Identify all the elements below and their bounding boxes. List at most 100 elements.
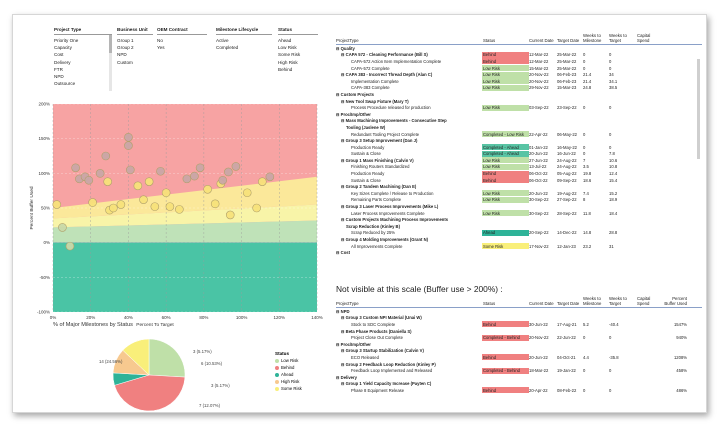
col-capital-spend[interactable]: Capital Spend [637, 33, 651, 43]
slicer-item[interactable]: Completed [216, 44, 239, 50]
legend-item[interactable]: Behind [275, 364, 302, 371]
col-percent-buffer[interactable]: Percent Buffer Used [664, 296, 687, 306]
slicer-item[interactable]: Low Risk [278, 44, 297, 50]
slicer-item[interactable]: Capacity [54, 44, 72, 50]
cell-weeks-milestone: 3.5 [583, 164, 589, 170]
col-projecttype[interactable]: ProjectType [336, 38, 359, 43]
table-row[interactable]: ⊟ Group 2 Feedback Loop Reduction (Kinle… [336, 361, 702, 368]
slicer-item[interactable]: Outsource [54, 81, 76, 87]
col-weeks-milestone[interactable]: Weeks to Milestone [583, 296, 602, 306]
table-row[interactable]: Sustain & Close Behind 06-Oct-22 09-Sep-22 1… [336, 177, 702, 184]
slicer-item[interactable]: Ahead [278, 37, 292, 43]
table-row[interactable]: Feedback Loop Implemented and Released Co… [336, 367, 702, 374]
table-row[interactable]: ⊟ Custom Projects [336, 91, 702, 98]
col-capital-spend[interactable]: Capital Spend [637, 296, 651, 306]
table-row[interactable]: Production Ready Behind 06-Oct-22 05-Aug-22… [336, 170, 702, 177]
table-row[interactable]: Laser Process Improvements Complete Low R… [336, 210, 702, 217]
table-row[interactable]: Sustain & Close Completed - Ahead 20-Jun-2… [336, 150, 702, 158]
col-target-date[interactable]: Target Date [557, 301, 580, 306]
table-row[interactable]: ⊟ Quality [336, 45, 702, 52]
scatter-point [84, 175, 94, 185]
x-tick-label: 0% [50, 315, 57, 320]
col-target-date[interactable]: Target Date [557, 38, 580, 43]
slicer-item[interactable]: NPD [117, 52, 127, 58]
table-row[interactable]: Project Close Out Complete Completed - Be… [336, 334, 702, 341]
col-status[interactable]: Status [483, 300, 496, 306]
slicer-item[interactable]: Cost [54, 52, 64, 58]
col-weeks-target[interactable]: Weeks to Target [609, 33, 627, 43]
table-row[interactable]: CAPA-572 Complete Low Risk 15-Mar-22 25-Mar… [336, 65, 702, 72]
slicer-item[interactable]: Custom [117, 59, 133, 65]
cell-weeks-target: 18.4 [609, 210, 618, 216]
slicer-item[interactable]: Yes [157, 44, 165, 50]
cell-projecttype: ⊟ Proc/Imp/Other [336, 341, 371, 347]
col-current-date[interactable]: Current Date [529, 301, 554, 306]
table-row[interactable]: Implementation Complete Low Risk 20-Nov-22… [336, 78, 702, 85]
table-row[interactable]: ⊟ New Tool Swap Fixture (Mary T) [336, 98, 702, 105]
table-row[interactable]: Redundant Tooling Project Complete Comple… [336, 131, 702, 138]
slicer-item[interactable]: Some Risk [278, 52, 301, 58]
table-row[interactable]: Process Procedure released for productio… [336, 104, 702, 111]
table-row[interactable]: Scrap Reduction (Kinley B) [336, 223, 702, 230]
table-row[interactable]: ⊟ Group 2 Tandem Machining (Dan E) [336, 183, 702, 190]
table-row[interactable]: ⊟ Beta Phase Products (Daniella S) [336, 328, 702, 335]
cell-weeks-target: 18.9 [609, 197, 618, 203]
table-row[interactable]: Remaining Parts Complete Low Risk 30-Sep-2… [336, 196, 702, 204]
slicer-item[interactable]: Delivery [54, 59, 71, 65]
table-row[interactable]: ⊟ Group 1 Yield Capacity Increase (Payte… [336, 381, 702, 388]
legend-item[interactable]: Some Risk [275, 385, 302, 392]
col-weeks-milestone[interactable]: Weeks to Milestone [583, 33, 602, 43]
col-projecttype[interactable]: ProjectType [336, 301, 359, 306]
table-row[interactable]: Production Ready Completed - Ahead 01-Jan-… [336, 144, 702, 151]
table-row[interactable]: Stock to SDC Complete Behind 30-Jun-22 17-A… [336, 321, 702, 328]
table-row[interactable]: ⊟ CAPA 383 - Incorrect Thread Depth (Ala… [336, 71, 702, 78]
table-row[interactable]: ⊟ Proc/Imp/Other [336, 341, 702, 348]
table-row[interactable]: CAPA-383 Complete Low Risk 29-Nov-22 15-Mar… [336, 84, 702, 92]
table-row[interactable]: ⊟ Custom Projects Machining Process Impr… [336, 216, 702, 223]
legend-item[interactable]: Ahead [275, 371, 302, 378]
table-row[interactable]: ⊟ Group 3 Setup Improvement (Dan J) [336, 137, 702, 144]
table-row[interactable]: ⊟ Mass Machining Improvements - Consecut… [336, 118, 702, 125]
table-row[interactable]: ⊟ Proc/Imp/Other [336, 111, 702, 118]
slicer-item[interactable]: Active [216, 37, 229, 43]
slicer-item[interactable]: No [157, 37, 163, 43]
table-row[interactable]: ⊟ Group 3 Custom NPI Material (Unai W) [336, 315, 702, 322]
table-row[interactable]: Phase 8 Equipment Release Behind 20-Apr-22… [336, 387, 702, 394]
slicer-item[interactable]: NPD [54, 74, 64, 80]
slicer-item[interactable]: Group 1 [117, 37, 134, 43]
table-row[interactable]: Finishing Routers Standardized Low Risk 13… [336, 163, 702, 171]
slicer-item[interactable]: FTR [54, 66, 63, 72]
cell-current-date: 30-Sep-22 [529, 210, 549, 216]
scatter-point [203, 184, 212, 194]
cell-target-date: 12-Jan-23 [557, 243, 576, 249]
table-row[interactable]: Tooling (Jaslene W) [336, 124, 702, 131]
table-row[interactable]: ⊟ Group 1 Mass Finishing (Calvin V) Low R… [336, 157, 702, 164]
table-row[interactable]: ECO Released Behind 20-Jun-22 04-Oct-21 4.4 -… [336, 354, 702, 361]
table-row[interactable]: ⊟ Group 3 Laser Process Improvements (Mi… [336, 203, 702, 210]
col-current-date[interactable]: Current Date [529, 38, 554, 43]
table-row[interactable]: CAPA-572 Action Item Implementation Comp… [336, 58, 702, 65]
table-row[interactable]: ⊟ Delivery [336, 374, 702, 381]
legend-item[interactable]: High Risk [275, 378, 302, 385]
table-row[interactable]: ⊟ NPD [336, 308, 702, 315]
col-status[interactable]: Status [483, 37, 496, 43]
table-row[interactable]: Key Sizes Complete / Release to Producti… [336, 190, 702, 197]
slicer-item[interactable]: Priority One [54, 37, 79, 43]
table-row[interactable]: ⊟ Group 3 Startup Stabilization (Calvin … [336, 348, 702, 355]
table-row[interactable]: All Improvements Complete Some Risk 17-Nov… [336, 243, 702, 250]
slicer-scrollbar[interactable] [109, 35, 112, 91]
legend-item[interactable]: Low Risk [275, 357, 302, 364]
table-row[interactable]: ⊟ Group 4 Molding Improvements (Grant N) [336, 236, 702, 243]
table-scrollbar[interactable] [697, 59, 700, 159]
cell-projecttype: ⊟ Group 3 Startup Stabilization (Calvin … [341, 348, 424, 354]
slicer-item[interactable]: High Risk [278, 59, 298, 65]
cell-target-date: 25-Mar-22 [557, 52, 577, 58]
cell-status: Behind [482, 321, 529, 328]
table-row[interactable]: Scrap Reduced by 25% Ahead 20-Sep-22 14-Dec… [336, 229, 702, 237]
slicer-item[interactable]: Behind [278, 66, 293, 72]
cell-weeks-milestone: 4.4 [583, 354, 589, 360]
table-row[interactable]: ⊟ CAPA 572 - Cleaning Performance (Bill … [336, 51, 702, 59]
table-row[interactable]: ⊟ Cost [336, 249, 702, 256]
slicer-item[interactable]: Group 2 [117, 44, 134, 50]
col-weeks-target[interactable]: Weeks to Target [609, 296, 627, 306]
